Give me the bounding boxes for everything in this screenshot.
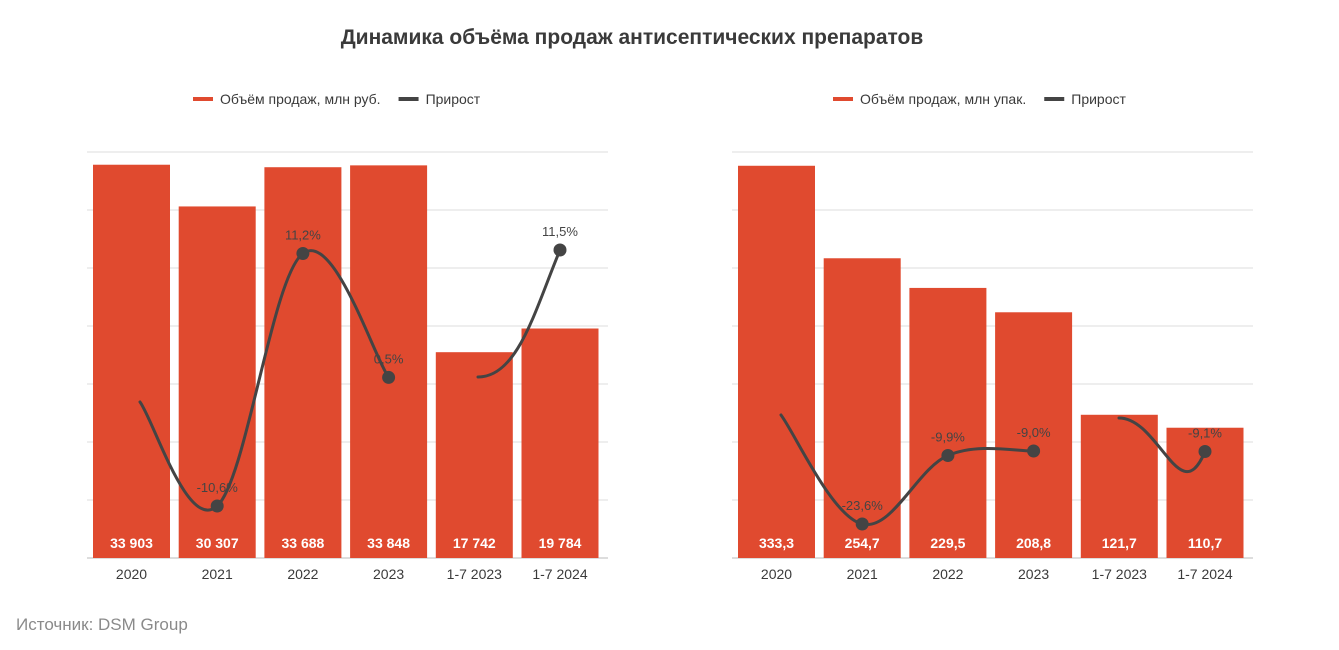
- legend-swatch-line: [1044, 97, 1065, 101]
- bar: [738, 165, 815, 559]
- x-tick-label: 2023: [373, 566, 404, 582]
- bar-value-label: 110,7: [1188, 535, 1222, 551]
- bar-value-label: 121,7: [1102, 535, 1137, 551]
- x-tick-label: 1-7 2024: [1177, 566, 1232, 582]
- growth-value-label: 0,5%: [374, 351, 404, 366]
- x-tick-label: 2020: [116, 566, 147, 582]
- growth-value-label: -9,9%: [931, 430, 965, 445]
- bar-value-label: 19 784: [539, 535, 582, 551]
- growth-point: [553, 243, 567, 257]
- x-tick-label: 1-7 2023: [1092, 566, 1147, 582]
- bar-value-label: 33 688: [281, 535, 324, 551]
- x-tick-label: 2022: [287, 566, 318, 582]
- chart-sales-rub: Объём продаж, млн руб. Прирост 33 903 2020 3…: [87, 91, 608, 582]
- chart-sales-packs: Объём продаж, млн упак. Прирост 333,3 2020 2…: [732, 91, 1253, 582]
- legend: Объём продаж, млн руб. Прирост: [193, 91, 481, 107]
- bar: [435, 352, 513, 558]
- growth-value-label: -10,6%: [197, 480, 239, 495]
- growth-line: [1117, 416, 1207, 473]
- growth-point: [296, 246, 310, 260]
- x-tick-label: 2023: [1018, 566, 1049, 582]
- bar-value-label: 229,5: [930, 535, 965, 551]
- growth-point: [1198, 445, 1212, 458]
- growth-value-label: -9,1%: [1188, 426, 1222, 441]
- legend-swatch-bar: [833, 97, 853, 101]
- growth-point: [1027, 444, 1041, 458]
- source-note: Источник: DSM Group: [16, 615, 188, 634]
- growth-line: [476, 248, 562, 379]
- growth-value-label: -23,6%: [842, 498, 884, 513]
- bar: [521, 328, 599, 558]
- bar: [909, 287, 987, 558]
- bar-value-label: 33 848: [367, 535, 410, 551]
- growth-value-label: 11,5%: [542, 224, 578, 239]
- bar-value-label: 254,7: [845, 535, 880, 551]
- growth-point: [210, 499, 224, 513]
- legend-swatch-bar: [193, 97, 213, 101]
- bar: [350, 165, 428, 558]
- legend-label-line: Прирост: [426, 91, 481, 107]
- growth-point: [941, 449, 955, 462]
- bar-value-label: 333,3: [759, 535, 794, 551]
- growth-line: [138, 249, 391, 512]
- x-tick-label: 2021: [202, 566, 233, 582]
- legend-label-bar: Объём продаж, млн упак.: [860, 91, 1026, 107]
- legend-label-line: Прирост: [1071, 91, 1126, 107]
- x-tick-label: 1-7 2024: [532, 566, 587, 582]
- growth-line: [779, 413, 1036, 526]
- bar: [995, 312, 1073, 558]
- bar-value-label: 30 307: [196, 535, 239, 551]
- legend: Объём продаж, млн упак. Прирост: [833, 91, 1126, 107]
- growth-point: [382, 370, 396, 384]
- legend-swatch-line: [398, 97, 419, 101]
- bar-value-label: 208,8: [1016, 535, 1051, 551]
- bar: [93, 164, 170, 558]
- bar: [264, 167, 342, 559]
- growth-value-label: 11,2%: [285, 227, 321, 242]
- bar: [823, 258, 901, 558]
- bar-value-label: 17 742: [453, 535, 496, 551]
- bar: [1080, 414, 1158, 558]
- chart-title: Динамика объёма продаж антисептических п…: [340, 26, 924, 49]
- x-tick-label: 1-7 2023: [447, 566, 502, 582]
- x-tick-label: 2020: [761, 566, 792, 582]
- growth-value-label: -9,0%: [1017, 425, 1051, 440]
- growth-point: [855, 517, 869, 531]
- bar-value-label: 33 903: [110, 535, 153, 551]
- legend-label-bar: Объём продаж, млн руб.: [220, 91, 381, 107]
- x-tick-label: 2021: [847, 566, 878, 582]
- x-tick-label: 2022: [932, 566, 963, 582]
